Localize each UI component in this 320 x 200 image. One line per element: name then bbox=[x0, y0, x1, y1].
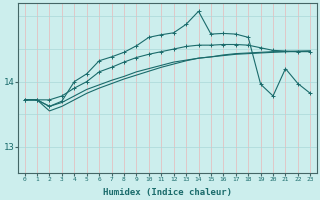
X-axis label: Humidex (Indice chaleur): Humidex (Indice chaleur) bbox=[103, 188, 232, 197]
